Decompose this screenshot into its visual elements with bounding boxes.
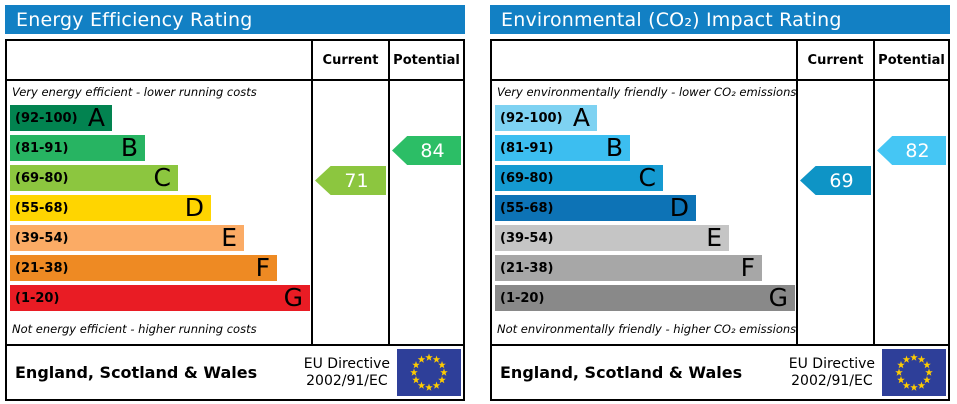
current-column: 71 — [311, 81, 388, 344]
band-letter: A — [87, 103, 105, 132]
band-range: (55-68) — [15, 200, 69, 216]
band-range: (69-80) — [15, 170, 69, 186]
band-a: (92-100) A — [10, 105, 112, 131]
band-letter: G — [283, 283, 303, 312]
band-row-f: (21-38) F — [10, 253, 311, 283]
potential-column: 84 — [388, 81, 463, 344]
band-d: (55-68) D — [10, 195, 211, 221]
panel-title: Environmental (CO₂) Impact Rating — [501, 8, 842, 31]
current-column: 69 — [796, 81, 873, 344]
potential-column-header: Potential — [873, 41, 948, 81]
band-letter: E — [706, 223, 722, 252]
band-g: (1-20) G — [495, 285, 795, 311]
band-row-e: (39-54) E — [495, 223, 796, 253]
band-row-g: (1-20) G — [10, 283, 311, 313]
band-letter: F — [740, 253, 755, 282]
band-row-e: (39-54) E — [10, 223, 311, 253]
band-range: (92-100) — [500, 110, 563, 126]
current-column-header: Current — [796, 41, 873, 81]
band-b: (81-91) B — [495, 135, 630, 161]
potential-rating-arrow: 82 — [877, 136, 946, 165]
band-row-b: (81-91) B — [10, 133, 311, 163]
current-rating-arrow: 71 — [315, 166, 386, 195]
band-a: (92-100) A — [495, 105, 597, 131]
band-range: (1-20) — [15, 290, 60, 306]
panel-title: Energy Efficiency Rating — [16, 8, 253, 31]
band-row-a: (92-100) A — [495, 103, 796, 133]
band-c: (69-80) C — [495, 165, 663, 191]
band-scale-area: Very environmentally friendly - lower CO… — [492, 81, 796, 344]
band-f: (21-38) F — [495, 255, 762, 281]
eu-directive-label: EU Directive 2002/91/EC — [303, 356, 390, 389]
band-range: (21-38) — [15, 260, 69, 276]
header-spacer-cell — [7, 41, 311, 81]
potential-column: 82 — [873, 81, 948, 344]
band-range: (69-80) — [500, 170, 554, 186]
band-letter: B — [605, 133, 623, 162]
energy-efficiency-title-bar: Energy Efficiency Rating — [5, 5, 465, 34]
band-letter: E — [221, 223, 237, 252]
potential-rating-value: 82 — [905, 139, 930, 162]
band-g: (1-20) G — [10, 285, 310, 311]
region-label: England, Scotland & Wales — [15, 363, 258, 382]
band-row-f: (21-38) F — [495, 253, 796, 283]
band-range: (81-91) — [500, 140, 554, 156]
band-letter: F — [255, 253, 270, 282]
band-scale-area: Very energy efficient - lower running co… — [7, 81, 311, 344]
band-row-c: (69-80) C — [10, 163, 311, 193]
band-d: (55-68) D — [495, 195, 696, 221]
band-letter: A — [572, 103, 590, 132]
band-e: (39-54) E — [495, 225, 729, 251]
band-letter: D — [184, 193, 204, 222]
co2-impact-table: Current Potential Very environmentally f… — [490, 39, 950, 401]
potential-rating-arrow: 84 — [392, 136, 461, 165]
eu-flag-icon — [882, 349, 946, 396]
band-range: (81-91) — [15, 140, 69, 156]
current-rating-arrow: 69 — [800, 166, 871, 195]
band-row-d: (55-68) D — [495, 193, 796, 223]
band-letter: C — [153, 163, 171, 192]
bottom-note: Not environmentally friendly - higher CO… — [497, 321, 797, 336]
band-letter: B — [120, 133, 138, 162]
band-letter: D — [669, 193, 689, 222]
region-label: England, Scotland & Wales — [500, 363, 743, 382]
band-row-a: (92-100) A — [10, 103, 311, 133]
band-range: (21-38) — [500, 260, 554, 276]
band-row-b: (81-91) B — [495, 133, 796, 163]
panel-footer: England, Scotland & Wales EU Directive 2… — [7, 344, 463, 399]
band-row-c: (69-80) C — [495, 163, 796, 193]
potential-column-header: Potential — [388, 41, 463, 81]
energy-efficiency-panel: Energy Efficiency Rating Current Potenti… — [5, 0, 465, 404]
panel-footer: England, Scotland & Wales EU Directive 2… — [492, 344, 948, 399]
band-range: (55-68) — [500, 200, 554, 216]
top-note: Very energy efficient - lower running co… — [12, 85, 257, 99]
eu-flag-icon — [397, 349, 461, 396]
co2-impact-title-bar: Environmental (CO₂) Impact Rating — [490, 5, 950, 34]
current-rating-value: 69 — [829, 169, 854, 192]
current-column-header: Current — [311, 41, 388, 81]
header-spacer-cell — [492, 41, 796, 81]
band-range: (39-54) — [15, 230, 69, 246]
eu-directive-label: EU Directive 2002/91/EC — [788, 356, 875, 389]
band-f: (21-38) F — [10, 255, 277, 281]
energy-efficiency-table: Current Potential Very energy efficient … — [5, 39, 465, 401]
band-row-d: (55-68) D — [10, 193, 311, 223]
band-range: (92-100) — [15, 110, 78, 126]
co2-impact-panel: Environmental (CO₂) Impact Rating Curren… — [490, 0, 950, 404]
band-letter: G — [768, 283, 788, 312]
band-range: (1-20) — [500, 290, 545, 306]
current-rating-value: 71 — [344, 169, 369, 192]
band-range: (39-54) — [500, 230, 554, 246]
band-b: (81-91) B — [10, 135, 145, 161]
band-c: (69-80) C — [10, 165, 178, 191]
band-row-g: (1-20) G — [495, 283, 796, 313]
top-note: Very environmentally friendly - lower CO… — [497, 85, 797, 99]
band-letter: C — [638, 163, 656, 192]
band-e: (39-54) E — [10, 225, 244, 251]
potential-rating-value: 84 — [420, 139, 445, 162]
bottom-note: Not energy efficient - higher running co… — [12, 321, 257, 336]
